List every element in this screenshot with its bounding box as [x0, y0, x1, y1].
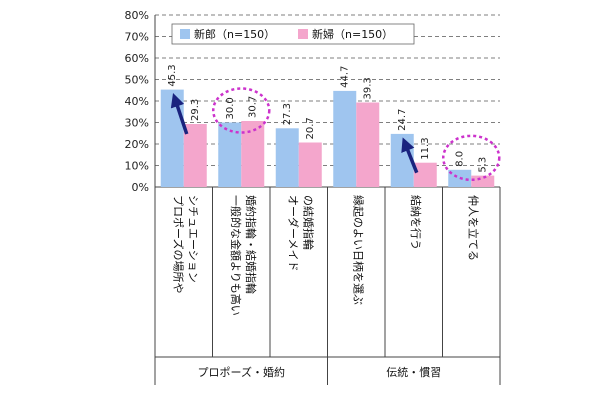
data-label: 20.7	[305, 117, 316, 139]
bar-bride	[413, 162, 437, 187]
data-label: 29.3	[190, 99, 201, 121]
y-tick-label: 0%	[132, 181, 149, 194]
category-label: オーダーメイド	[286, 195, 300, 272]
y-tick-label: 40%	[125, 95, 149, 108]
data-label: 39.3	[363, 77, 374, 99]
y-tick-label: 80%	[125, 9, 149, 22]
group-label: プロポーズ・婚約	[198, 365, 285, 379]
annotation-arrow	[401, 137, 419, 174]
data-label: 11.3	[420, 137, 431, 159]
bar-bride	[183, 124, 207, 187]
legend-swatch	[298, 29, 308, 39]
data-label: 5.3	[478, 157, 489, 173]
data-label: 24.7	[397, 109, 408, 131]
category-label: シチュエーション	[186, 195, 199, 283]
legend-box	[171, 23, 415, 45]
legend-label: 新郎（n=150）	[194, 27, 275, 41]
y-tick-label: 30%	[125, 117, 149, 130]
data-label: 45.3	[167, 64, 178, 86]
legend-swatch	[180, 29, 190, 39]
category-label: 縁起のよい日柄を選ぶ	[351, 195, 365, 305]
category-label: 一般的な金額よりも高い	[229, 195, 243, 316]
legend-label: 新婦（n=150）	[312, 27, 393, 41]
bar-groom	[218, 122, 242, 187]
bar-groom	[160, 89, 184, 187]
bar-groom	[333, 90, 357, 187]
y-tick-label: 60%	[125, 52, 149, 65]
data-label: 30.0	[225, 97, 236, 119]
annotation-arrow	[170, 92, 189, 135]
group-label: 伝統・慣習	[386, 365, 441, 379]
annotation-circle	[212, 87, 271, 134]
data-label: 44.7	[340, 66, 351, 88]
bar-bride	[471, 175, 495, 187]
y-tick-label: 50%	[125, 74, 149, 87]
category-label: 仲人を立てる	[466, 195, 480, 261]
category-label: 婚約指輪・結婚指輪	[244, 195, 258, 294]
data-label: 30.7	[248, 96, 259, 118]
y-tick-label: 10%	[125, 160, 149, 173]
category-label: 結納を行う	[409, 195, 423, 250]
data-label: 27.3	[282, 103, 293, 125]
annotation-circle	[442, 134, 501, 182]
y-tick-label: 70%	[125, 31, 149, 44]
bar-bride	[241, 120, 265, 187]
category-label: の結婚指輪	[301, 195, 315, 250]
bar-bride	[356, 102, 380, 187]
bar-groom	[275, 128, 299, 187]
bar-bride	[298, 142, 322, 187]
category-label: プロポーズの場所や	[171, 195, 185, 293]
y-tick-label: 20%	[125, 138, 149, 151]
data-label: 8.0	[455, 151, 466, 167]
